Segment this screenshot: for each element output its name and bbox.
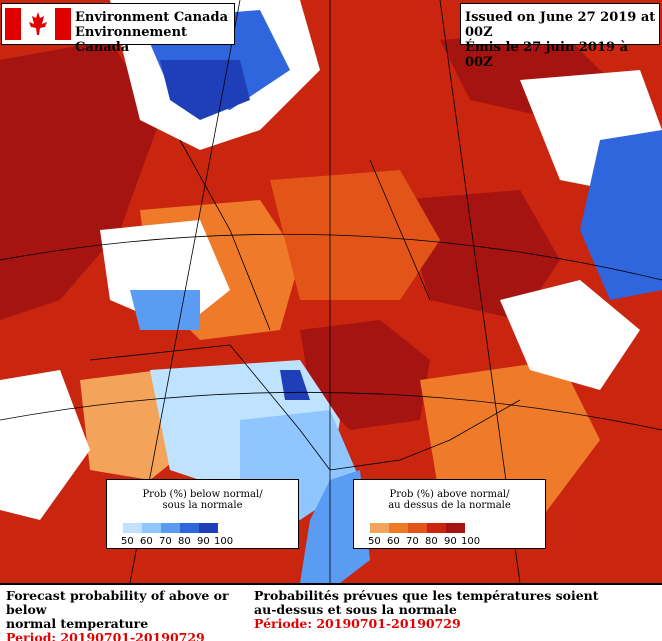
pacific-dark-red-region	[0, 40, 160, 320]
above-tick-label: 60	[387, 536, 400, 547]
canada-flag-icon	[5, 8, 71, 40]
above-color-swatch-0	[370, 523, 389, 533]
legend-above-title-line2: au dessus de la normale	[388, 500, 511, 511]
above-tick-label: 80	[425, 536, 438, 547]
below-color-swatch-0	[123, 523, 142, 533]
above-color-swatch-2	[408, 523, 427, 533]
below-tick-label: 50	[121, 536, 134, 547]
nwt-blue-patch	[130, 290, 200, 330]
above-tick-label: 100	[461, 536, 481, 547]
ontario-dark-red-region	[300, 320, 430, 430]
period-fr: Période: 20190701-20190729	[254, 616, 461, 631]
below-tick-label: 100	[214, 536, 234, 547]
below-tick-label: 90	[197, 536, 210, 547]
legend-above-normal: Prob (%) above normal/ au dessus de la n…	[353, 479, 546, 549]
caption-french: Probabilités prévues que les température…	[254, 589, 654, 631]
caption-en-line2: normal temperature	[6, 616, 149, 631]
atlantic-white-region	[500, 280, 640, 390]
below-color-swatch-3	[180, 523, 199, 533]
below-tick-label: 60	[140, 536, 153, 547]
atlantic-blue-region	[580, 130, 662, 300]
below-tick-label: 70	[159, 536, 172, 547]
agency-name-fr: Environnement Canada	[75, 25, 188, 55]
pacific-white-region	[0, 370, 90, 520]
below-color-swatch-2	[161, 523, 180, 533]
above-tick-label: 90	[444, 536, 457, 547]
legend-above-colorbar	[370, 523, 465, 533]
legend-above-ticks: 50 60 70 80 90 100	[366, 536, 496, 547]
caption-fr-line1: Probabilités prévues que les température…	[254, 588, 599, 603]
below-color-swatch-1	[142, 523, 161, 533]
legend-above-title-line1: Prob (%) above normal/	[389, 489, 510, 500]
issued-box: Issued on June 27 2019 at 00Z Émis le 27…	[460, 3, 660, 70]
legend-below-title-line1: Prob (%) below normal/	[142, 489, 263, 500]
midwest-blue-region	[300, 470, 370, 583]
above-color-swatch-4	[446, 523, 465, 533]
agency-logo-box: Environment Canada Environnement Canada	[1, 3, 235, 55]
arctic-dark-blue-region	[160, 60, 250, 120]
agency-name-en: Environment Canada	[75, 10, 228, 25]
issued-date-fr: Émis le 27 juin 2019 à 00Z	[465, 40, 629, 70]
footer-caption: Forecast probability of above or below n…	[0, 583, 662, 641]
legend-below-normal: Prob (%) below normal/ sous la normale 5…	[106, 479, 299, 549]
legend-below-title-line2: sous la normale	[162, 500, 243, 511]
below-tick-label: 80	[178, 536, 191, 547]
caption-en-line1: Forecast probability of above or below	[6, 588, 229, 617]
above-color-swatch-3	[427, 523, 446, 533]
above-tick-label: 70	[406, 536, 419, 547]
legend-below-ticks: 50 60 70 80 90 100	[119, 536, 249, 547]
above-tick-label: 50	[368, 536, 381, 547]
above-color-swatch-1	[389, 523, 408, 533]
quebec-dark-red-region	[400, 190, 560, 320]
hudson-orange-region	[270, 170, 440, 300]
legend-below-colorbar	[123, 523, 218, 533]
issued-date-en: Issued on June 27 2019 at 00Z	[465, 10, 656, 40]
probability-map	[0, 0, 662, 583]
period-en: Period: 20190701-20190729	[6, 630, 205, 641]
caption-fr-line2: au-dessus et sous la normale	[254, 602, 457, 617]
caption-english: Forecast probability of above or below n…	[6, 589, 246, 641]
below-color-swatch-4	[199, 523, 218, 533]
